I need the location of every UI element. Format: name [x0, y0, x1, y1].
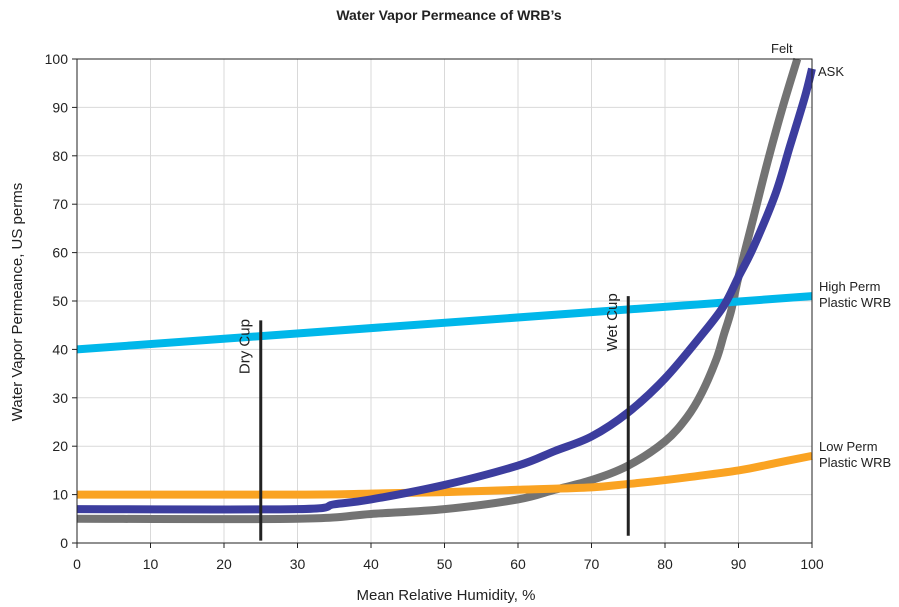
series-label-line: High Perm — [819, 279, 880, 294]
series-label-line: Low Perm — [819, 439, 878, 454]
y-tick-label-20: 20 — [52, 438, 68, 454]
y-tick-label-50: 50 — [52, 293, 68, 309]
marker-label-dry-cup: Dry Cup — [237, 319, 254, 374]
chart-title: Water Vapor Permeance of WRB’s — [336, 7, 562, 23]
x-tick-label-100: 100 — [800, 556, 824, 572]
x-tick-label-70: 70 — [584, 556, 600, 572]
test-markers: Dry Cup Wet Cup — [237, 293, 630, 541]
series-label-high-perm-plastic-wrb: High Perm Plastic WRB — [819, 279, 891, 310]
x-tick-label-40: 40 — [363, 556, 379, 572]
series-label-line: ASK — [818, 64, 844, 79]
series-label-line: Plastic WRB — [819, 295, 891, 310]
series-line-low-perm-plastic-wrb — [76, 451, 813, 499]
y-tick-label-30: 30 — [52, 390, 68, 406]
y-tick-label-100: 100 — [45, 51, 69, 67]
series-label-line: Plastic WRB — [819, 455, 891, 470]
x-tick-label-0: 0 — [73, 556, 81, 572]
y-tick-label-60: 60 — [52, 245, 68, 261]
x-axis-label: Mean Relative Humidity, % — [357, 587, 536, 604]
y-tick-label-40: 40 — [52, 341, 68, 357]
y-tick-label-70: 70 — [52, 196, 68, 212]
x-tick-label-80: 80 — [657, 556, 673, 572]
y-tick-label-90: 90 — [52, 99, 68, 115]
series-line-high-perm-plastic-wrb — [76, 292, 813, 354]
y-tick-label-10: 10 — [52, 487, 68, 503]
x-tick-label-50: 50 — [437, 556, 453, 572]
x-tick-label-60: 60 — [510, 556, 526, 572]
series-line-felt — [76, 57, 802, 524]
series-label-line: Felt — [771, 41, 793, 56]
x-tick-label-10: 10 — [143, 556, 159, 572]
x-tick-label-90: 90 — [731, 556, 747, 572]
y-tick-label-80: 80 — [52, 148, 68, 164]
x-tick-label-30: 30 — [290, 556, 306, 572]
x-axis-ticks: 0 10 20 30 40 50 60 70 80 90 100 — [73, 543, 824, 572]
y-axis-ticks: 0 10 20 30 40 50 60 70 80 90 100 — [45, 51, 77, 551]
y-tick-label-0: 0 — [60, 535, 68, 551]
series-label-felt: Felt — [771, 41, 793, 56]
series-label-low-perm-plastic-wrb: Low Perm Plastic WRB — [819, 439, 891, 470]
plot-frame — [76, 58, 813, 544]
marker-label-wet-cup: Wet Cup — [604, 293, 621, 351]
y-axis-label: Water Vapor Permeance, US perms — [9, 183, 26, 421]
series-label-ask: ASK — [818, 64, 844, 79]
x-tick-label-20: 20 — [216, 556, 232, 572]
